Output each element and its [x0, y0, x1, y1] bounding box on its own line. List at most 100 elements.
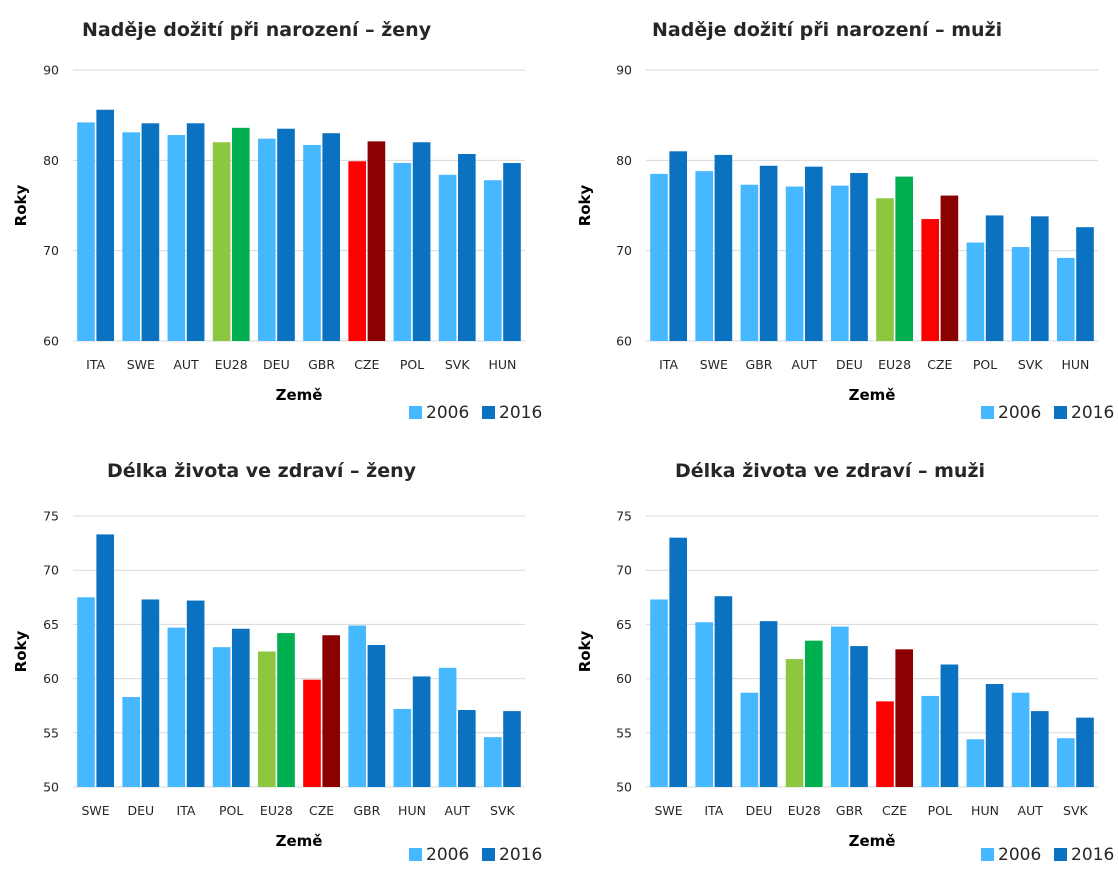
bar-2016-eu28: [231, 127, 250, 342]
x-tick-label: SWE: [81, 803, 109, 818]
bar-2006-hun: [393, 708, 412, 787]
bar-2006-aut: [438, 667, 457, 787]
bar-2006-deu: [740, 692, 759, 787]
bar-2016-svk: [1076, 717, 1094, 787]
x-tick-label: SWE: [654, 803, 682, 818]
bar-2016-cze: [367, 141, 386, 341]
x-tick-label: AUT: [173, 357, 199, 372]
x-tick-label: GBR: [746, 357, 773, 372]
bar-2006-deu: [830, 185, 849, 341]
bar-2006-svk: [1056, 738, 1075, 787]
bar-2016-svk: [1030, 216, 1049, 341]
bar-2006-gbr: [830, 626, 849, 787]
bar-2016-svk: [503, 711, 521, 787]
bar-2006-pol: [921, 695, 940, 787]
legend-label-2006: 2006: [998, 403, 1041, 423]
x-tick-label: SVK: [1063, 803, 1088, 818]
legend-label-2006: 2006: [426, 845, 469, 865]
bar-2006-pol: [393, 163, 412, 341]
chart-hly-men: Délka života ve zdraví – muži 50 55 60 65 70 7…: [568, 440, 1118, 871]
y-tick-label: 60: [43, 671, 59, 686]
y-tick-label: 50: [616, 780, 632, 795]
y-tick-label: 70: [43, 563, 59, 578]
bar-2006-svk: [438, 174, 457, 341]
chart-svg-hly-men: Délka života ve zdraví – muži 50 55 60 65 70 7…: [576, 460, 1114, 865]
bar-2006-cze: [921, 219, 940, 341]
y-axis-label: Roky: [12, 630, 30, 672]
bar-2006-swe: [650, 599, 668, 787]
bar-2016-svk: [457, 154, 476, 341]
x-tick-label: POL: [973, 357, 997, 372]
y-tick-label: 60: [616, 334, 632, 349]
bar-2016-gbr: [850, 646, 868, 787]
x-tick-label: AUT: [792, 357, 818, 372]
y-tick-label: 75: [616, 509, 632, 524]
x-tick-label: ITA: [86, 357, 105, 372]
x-axis-label: Země: [276, 386, 323, 404]
chart-title: Naděje dožití při narození – ženy: [82, 19, 432, 41]
bar-2006-pol: [212, 647, 231, 787]
bar-2006-ita: [167, 627, 186, 787]
x-tick-label: EU28: [260, 803, 293, 818]
bar-2016-gbr: [322, 133, 341, 341]
x-tick-label: EU28: [215, 357, 248, 372]
legend-label-2016: 2016: [499, 845, 542, 865]
legend-label-2016: 2016: [1071, 845, 1114, 865]
x-tick-label: AUT: [445, 803, 471, 818]
y-tick-label: 90: [616, 63, 632, 78]
y-tick-label: 55: [43, 725, 59, 740]
y-tick-label: 70: [43, 243, 59, 258]
x-tick-label: ITA: [704, 803, 723, 818]
bar-2006-hun: [966, 739, 985, 787]
bar-2016-swe: [714, 154, 733, 341]
bar-2006-ita: [650, 173, 668, 341]
bar-2016-pol: [412, 142, 431, 341]
x-tick-label: DEU: [746, 803, 773, 818]
bar-2006-aut: [167, 135, 186, 341]
bar-2016-ita: [96, 109, 115, 341]
bar-2006-svk: [483, 737, 502, 787]
bar-2006-deu: [122, 697, 141, 787]
x-tick-label: POL: [928, 803, 952, 818]
x-tick-label: SVK: [445, 357, 470, 372]
bar-2006-hun: [483, 180, 502, 341]
y-axis-label: Roky: [576, 184, 594, 226]
chart-svg-le-men: Naděje dožití při narození – muži 60 70 80 9…: [576, 19, 1114, 423]
bar-2016-cze: [895, 649, 914, 787]
bar-2016-ita: [669, 151, 688, 341]
bar-2006-svk: [1011, 247, 1030, 341]
chart-title: Délka života ve zdraví – ženy: [107, 460, 417, 482]
chart-hly-women: Délka života ve zdraví – ženy 50 55 60 65 70 7…: [0, 440, 559, 871]
bar-2006-ita: [77, 122, 95, 341]
chart-le-men: Naděje dožití při narození – muži 60 70 80 9…: [568, 0, 1118, 435]
legend-swatch-2006: [409, 848, 422, 861]
bar-2006-gbr: [303, 144, 321, 341]
bar-2016-aut: [1030, 711, 1049, 787]
y-tick-label: 70: [616, 243, 632, 258]
chart-svg-hly-women: Délka života ve zdraví – ženy 50 55 60 65 70 7…: [12, 460, 542, 865]
bar-2016-swe: [141, 123, 160, 342]
bar-2016-deu: [141, 599, 160, 787]
bar-2006-deu: [257, 138, 276, 341]
x-tick-label: EU28: [878, 357, 911, 372]
legend-label-2016: 2016: [1071, 403, 1114, 423]
y-tick-label: 90: [43, 63, 59, 78]
bar-2006-ita: [695, 622, 714, 787]
bar-2016-hun: [412, 676, 431, 787]
x-tick-label: EU28: [788, 803, 821, 818]
legend-label-2016: 2016: [499, 403, 542, 423]
bar-2006-gbr: [740, 184, 759, 341]
x-axis-label: Země: [849, 832, 896, 850]
bar-2016-gbr: [367, 644, 386, 787]
bar-2016-deu: [277, 128, 295, 341]
bar-2016-hun: [985, 684, 1004, 787]
x-tick-label: POL: [400, 357, 424, 372]
x-tick-label: SVK: [1018, 357, 1043, 372]
chart-title: Délka života ve zdraví – muži: [675, 460, 985, 482]
bar-2016-pol: [231, 628, 250, 787]
bar-2016-eu28: [804, 640, 823, 787]
x-tick-label: ITA: [659, 357, 678, 372]
x-tick-label: GBR: [308, 357, 335, 372]
legend-swatch-2006: [981, 406, 994, 419]
chart-le-women: Naděje dožití při narození – ženy 60 70 80 9…: [0, 0, 559, 435]
